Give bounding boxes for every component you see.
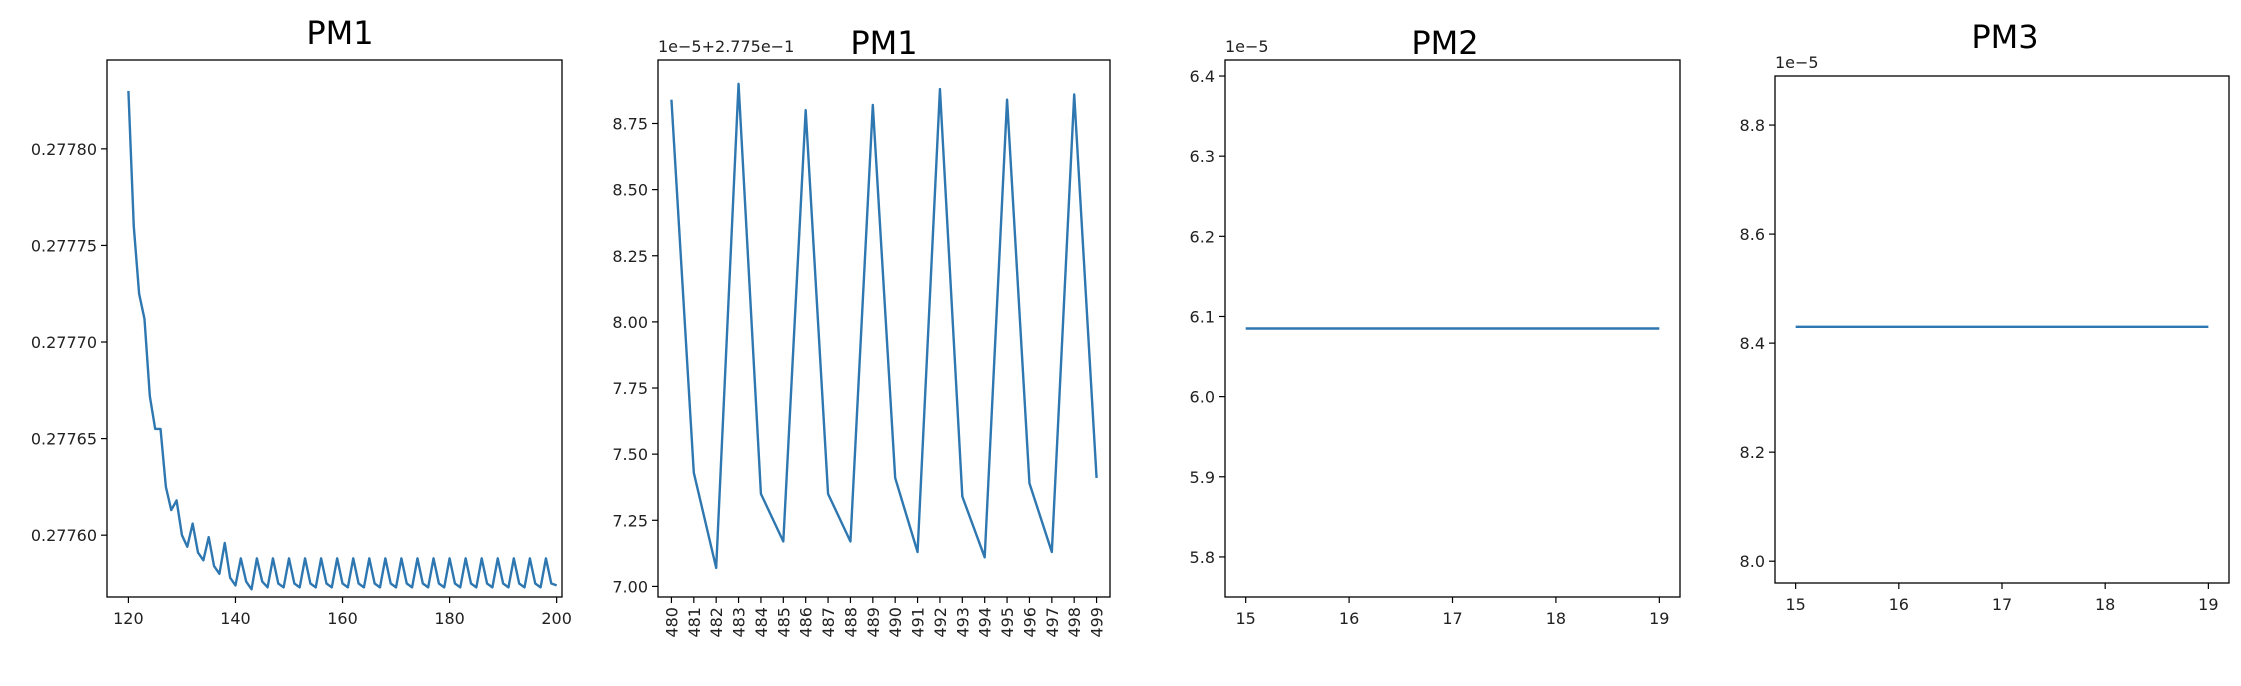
y-tick-label: 8.25 [612,247,648,266]
x-tick-label: 481 [685,607,704,638]
x-tick-label: 498 [1065,607,1084,638]
x-tick-label: 16 [1889,595,1909,614]
chart-title: PM3 [1971,18,2038,56]
y-tick-label: 8.75 [612,114,648,133]
plot-frame [106,59,563,598]
y-tick-label: 6.2 [1190,227,1215,246]
y-tick-label: 0.27780 [31,140,97,159]
x-tick-label: 495 [998,607,1017,638]
axis-offset-label: 1e−5 [1775,53,1819,72]
x-tick-label: 15 [1785,595,1805,614]
x-tick-label: 19 [1649,609,1669,628]
y-tick-label: 0.27770 [31,333,97,352]
y-tick-label: 8.50 [612,181,648,200]
series-line [670,82,1098,570]
x-tick-label: 140 [220,609,251,628]
x-tick-label: 480 [662,607,681,638]
x-tick-label: 485 [774,607,793,638]
x-tick-label: 200 [541,609,572,628]
chart-pm1-overview: PM1 0.27760 0.27765 0.27770 0.27775 0.27780 12… [31,14,572,628]
x-tick-label: 17 [1442,609,1462,628]
y-tick-label: 7.25 [612,511,648,530]
x-tick-label: 491 [909,607,928,638]
chart-pm2: PM2 1e−5 5.8 5.9 6.0 6.1 6.2 6.3 6.4 15 16 17 18 19 [1190,24,1681,628]
series-line [127,90,558,591]
x-tick-label: 180 [434,609,465,628]
chart-pm3: PM3 1e−5 8.0 8.2 8.4 8.6 8.8 15 16 17 18 19 [1740,18,2230,614]
chart-title: PM1 [850,24,917,62]
x-tick-label: 487 [819,607,838,638]
x-tick-label: 15 [1236,609,1256,628]
y-tick-label: 6.1 [1190,307,1215,326]
x-tick-label: 18 [2095,595,2115,614]
x-tick-label: 490 [886,607,905,638]
y-tick-label: 5.8 [1190,548,1215,567]
y-tick-label: 0.27765 [31,430,97,449]
y-tick-label: 6.0 [1190,388,1215,407]
y-tick-label: 5.9 [1190,468,1215,487]
x-tick-label: 493 [953,607,972,638]
chart-pm1-zoomed: PM1 1e−5+2.775e−1 7.00 7.25 7.50 7.75 8.00 8.25… [612,24,1111,638]
y-tick-label: 0.27760 [31,526,97,545]
x-tick-label: 497 [1043,607,1062,638]
y-tick-label: 8.00 [612,313,648,332]
x-tick-label: 486 [797,607,816,638]
y-tick-label: 7.50 [612,445,648,464]
y-tick-label: 8.2 [1740,443,1765,462]
axis-offset-label: 1e−5+2.775e−1 [658,37,794,56]
y-tick-label: 0.27775 [31,236,97,255]
y-tick-label: 7.75 [612,379,648,398]
chart-title: PM2 [1411,24,1478,62]
x-tick-label: 482 [707,607,726,638]
x-tick-label: 16 [1339,609,1359,628]
chart-title: PM1 [306,14,373,52]
x-tick-label: 160 [327,609,358,628]
y-tick-label: 8.4 [1740,334,1765,353]
plot-frame [1774,75,2230,584]
x-tick-label: 483 [730,607,749,638]
plot-frame [657,59,1111,598]
axis-offset-label: 1e−5 [1225,37,1269,56]
y-tick-label: 8.0 [1740,552,1765,571]
x-tick-label: 499 [1088,607,1107,638]
y-tick-label: 8.6 [1740,225,1765,244]
x-tick-label: 120 [113,609,144,628]
y-tick-label: 8.8 [1740,116,1765,135]
x-tick-label: 492 [931,607,950,638]
y-tick-label: 6.3 [1190,147,1215,166]
y-tick-label: 6.4 [1190,67,1215,86]
x-tick-label: 18 [1546,609,1566,628]
x-tick-label: 484 [752,607,771,638]
y-tick-label: 7.00 [612,577,648,596]
x-tick-label: 488 [841,607,860,638]
x-tick-label: 496 [1020,607,1039,638]
x-tick-label: 489 [864,607,883,638]
x-tick-label: 17 [1992,595,2012,614]
x-tick-label: 19 [2198,595,2218,614]
x-tick-label: 494 [976,607,995,638]
